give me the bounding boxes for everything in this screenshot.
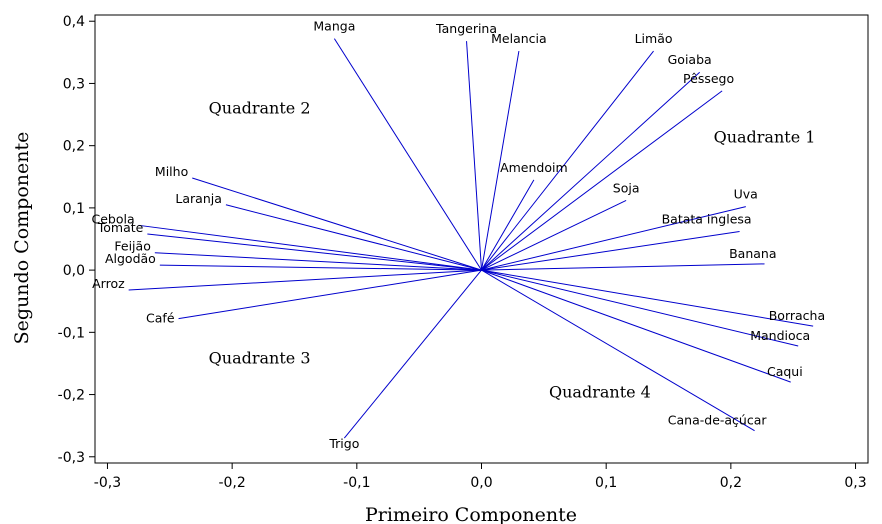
y-tick-label: 0,0 bbox=[63, 263, 85, 279]
y-tick-label: -0,2 bbox=[58, 388, 85, 404]
y-tick-label: 0,4 bbox=[63, 14, 85, 30]
y-tick-label: 0,1 bbox=[63, 201, 85, 217]
loading-vectors bbox=[128, 38, 814, 439]
vector-line bbox=[154, 252, 482, 271]
y-axis-title: Segundo Componente bbox=[11, 132, 33, 345]
y-tick-label: -0,3 bbox=[58, 450, 85, 466]
plot-area bbox=[94, 14, 869, 464]
vector-line bbox=[481, 263, 765, 271]
vector-line bbox=[128, 269, 482, 291]
x-tick-label: -0,2 bbox=[218, 475, 245, 491]
vector-label: Feijão bbox=[114, 239, 150, 254]
vector-label: Caqui bbox=[767, 364, 803, 379]
x-tick-label: 0,0 bbox=[470, 475, 492, 491]
vector-label: Mandioca bbox=[750, 328, 810, 343]
vector-label: Tomate bbox=[97, 220, 144, 235]
y-tick-label: -0,1 bbox=[58, 325, 85, 341]
vector-line bbox=[481, 269, 755, 432]
vector-label: Café bbox=[146, 311, 175, 326]
plot-border bbox=[94, 14, 869, 464]
y-tick-label: 0,2 bbox=[63, 139, 85, 155]
vector-line bbox=[481, 199, 627, 271]
vector-line bbox=[333, 38, 482, 271]
vector-label: Melancia bbox=[491, 31, 547, 46]
vector-line bbox=[481, 269, 799, 347]
vector-line bbox=[147, 233, 482, 271]
quadrant-label: Quadrante 4 bbox=[549, 383, 651, 402]
vector-label: Manga bbox=[313, 19, 355, 34]
vector-label: Algodão bbox=[105, 251, 156, 266]
vector-label: Trigo bbox=[328, 436, 359, 451]
vector-label: Arroz bbox=[92, 276, 125, 291]
x-axis-ticks: -0,3 -0,2 -0,1 0,0 0,1 0,2 0,3 bbox=[94, 463, 867, 491]
quadrant-label: Quadrante 1 bbox=[714, 128, 816, 147]
vector-line bbox=[481, 269, 791, 383]
vector-label: Laranja bbox=[175, 191, 221, 206]
x-tick-label: -0,1 bbox=[343, 475, 370, 491]
vector-label: Batata inglesa bbox=[662, 212, 752, 227]
vector-line bbox=[481, 90, 723, 271]
quadrant-label: Quadrante 2 bbox=[209, 98, 311, 117]
vector-label: Uva bbox=[734, 187, 758, 202]
vector-line bbox=[466, 41, 482, 271]
vector-label: Milho bbox=[155, 164, 188, 179]
x-tick-label: 0,1 bbox=[595, 475, 617, 491]
vector-line bbox=[481, 206, 746, 271]
x-axis-title: Primeiro Componente bbox=[365, 504, 577, 524]
vector-label: Goiaba bbox=[668, 52, 712, 67]
vector-label: Banana bbox=[729, 246, 776, 261]
vector-line bbox=[159, 264, 482, 271]
y-axis-ticks: -0,3 -0,2 -0,1 0,0 0,1 0,2 0,3 0,4 bbox=[58, 14, 95, 466]
y-tick-label: 0,3 bbox=[63, 76, 85, 92]
vector-label: Tangerina bbox=[435, 21, 497, 36]
vector-label: Limão bbox=[635, 31, 673, 46]
quadrant-label: Quadrante 3 bbox=[209, 348, 311, 367]
vector-label: Amendoim bbox=[500, 160, 568, 175]
vector-line bbox=[481, 231, 740, 271]
x-tick-label: -0,3 bbox=[94, 475, 121, 491]
x-tick-label: 0,3 bbox=[844, 475, 866, 491]
vector-line bbox=[225, 204, 482, 271]
vector-line bbox=[481, 51, 520, 271]
vector-label: Borracha bbox=[769, 308, 825, 323]
vector-line bbox=[481, 269, 814, 327]
x-tick-label: 0,2 bbox=[720, 475, 742, 491]
vector-line bbox=[343, 269, 482, 439]
vector-label: Soja bbox=[613, 180, 640, 195]
vector-line bbox=[481, 179, 535, 271]
vector-line bbox=[138, 224, 482, 271]
vector-line bbox=[192, 177, 482, 271]
vector-label: Cana-de-açúcar bbox=[668, 413, 768, 428]
vector-line bbox=[481, 50, 654, 271]
vector-label: Cebola bbox=[91, 211, 134, 226]
vector-label: Pêssego bbox=[683, 71, 734, 86]
vector-line bbox=[178, 269, 482, 320]
quadrant-labels: Quadrante 1 Quadrante 2 Quadrante 3 Quadran… bbox=[209, 98, 816, 401]
vector-line bbox=[481, 71, 701, 271]
